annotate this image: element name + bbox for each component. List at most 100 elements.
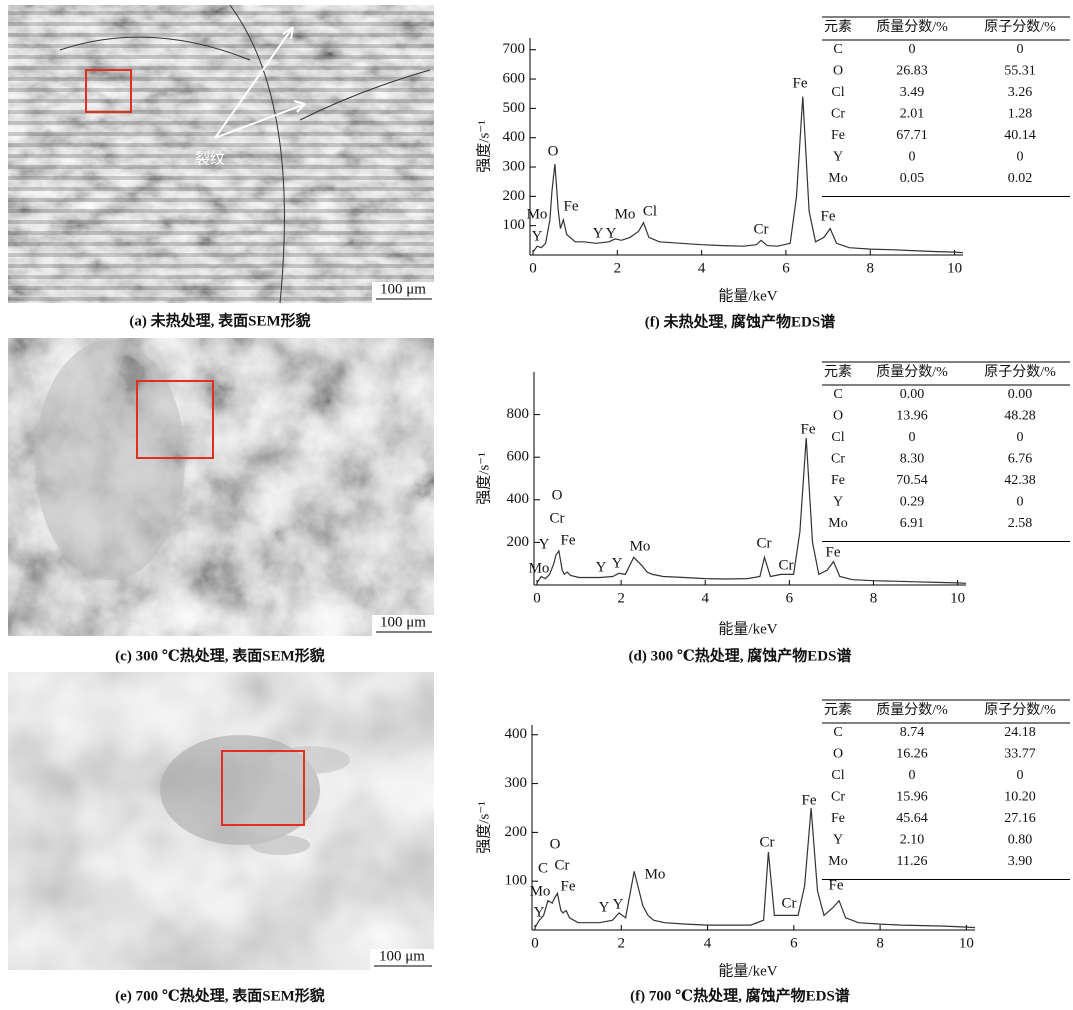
table-cell: Y [833, 150, 843, 165]
figure: 裂纹 100 μm (a) 未热处理, 表面SEM形貌 100 μm (c) 3… [0, 0, 1073, 1010]
table-header: 元素 [824, 364, 852, 380]
y-tick-label: 400 [507, 491, 530, 507]
y-tick-label: 500 [503, 100, 526, 116]
table-cell: 70.54 [896, 473, 928, 488]
sem-image: 100 μm (e) 700 ℃热处理, 表面SEM形貌 [8, 672, 434, 1004]
y-tick-label: 600 [503, 70, 526, 86]
scale-bar: 100 μm [380, 614, 426, 630]
table-cell: 3.49 [900, 85, 925, 100]
peak-label: Cl [643, 203, 657, 219]
caption: (f) 未热处理, 腐蚀产物EDS谱 [645, 312, 835, 330]
peak-label: O [548, 143, 559, 159]
peak-label: Y [613, 896, 624, 912]
table-cell: O [833, 409, 843, 424]
peak-label: O [550, 836, 561, 852]
table-cell: 0 [909, 768, 916, 783]
table-cell: C [833, 42, 842, 57]
peak-label: Y [534, 904, 545, 920]
peak-label: Cr [754, 221, 769, 237]
sem-image: 100 μm (c) 300 ℃热处理, 表面SEM形貌 [8, 338, 434, 664]
table-cell: 13.96 [896, 409, 928, 424]
table-cell: 0.05 [900, 171, 925, 186]
x-axis-label: 能量/keV [718, 962, 777, 979]
table-cell: 0 [909, 430, 916, 445]
peak-label: Fe [561, 878, 576, 894]
peak-label: Cr [779, 557, 794, 573]
y-axis-label: 强度/s⁻¹ [475, 801, 492, 853]
table-cell: 0.00 [900, 387, 925, 402]
x-tick-label: 6 [782, 260, 790, 276]
peak-label: Mo [530, 883, 551, 899]
x-tick-label: 6 [786, 590, 794, 606]
table-cell: O [833, 64, 843, 79]
table-cell: 33.77 [1004, 747, 1036, 762]
table-cell: 0 [1017, 150, 1024, 165]
x-tick-label: 10 [959, 935, 974, 951]
peak-label: Cr [757, 535, 772, 551]
table-cell: 2.58 [1008, 516, 1033, 531]
y-tick-label: 200 [505, 824, 528, 840]
table-cell: 27.16 [1004, 811, 1036, 826]
table-cell: 3.26 [1008, 85, 1033, 100]
x-axis-label: 能量/keV [718, 287, 777, 304]
sem-image: 裂纹 100 μm (a) 未热处理, 表面SEM形貌 [8, 5, 434, 329]
peak-label: Mo [645, 866, 666, 882]
table-cell: O [833, 747, 843, 762]
x-tick-label: 4 [698, 260, 706, 276]
peak-label: O [552, 487, 563, 503]
table-header: 原子分数/% [984, 19, 1056, 35]
table-cell: Cl [831, 430, 844, 445]
table-cell: Fe [831, 128, 845, 143]
table-header: 元素 [824, 19, 852, 35]
y-tick-label: 200 [507, 534, 530, 550]
y-tick-label: 100 [505, 873, 528, 889]
peak-label: Mo [529, 560, 550, 576]
x-tick-label: 8 [876, 935, 884, 951]
x-tick-label: 6 [790, 935, 798, 951]
peak-label: Cr [550, 510, 565, 526]
table-cell: 26.83 [896, 64, 928, 79]
peak-label: Fe [564, 198, 579, 214]
peak-label: Fe [561, 532, 576, 548]
peak-label: Fe [821, 208, 836, 224]
peak-label: Y [606, 225, 617, 241]
x-tick-label: 4 [704, 935, 712, 951]
table-cell: Fe [831, 473, 845, 488]
annotation: 裂纹 [195, 150, 225, 167]
table-cell: Cr [831, 452, 845, 467]
peak-label: Y [539, 536, 550, 552]
table-cell: 0 [1017, 430, 1024, 445]
peak-label: Mo [615, 206, 636, 222]
x-tick-label: 0 [533, 590, 541, 606]
caption: (c) 300 ℃热处理, 表面SEM形貌 [115, 646, 325, 664]
scale-bar: 100 μm [379, 948, 425, 964]
y-tick-label: 800 [507, 406, 530, 422]
x-tick-label: 10 [950, 590, 965, 606]
peak-label: Fe [793, 75, 808, 91]
table-cell: 3.90 [1008, 854, 1033, 869]
table-header: 质量分数/% [876, 364, 948, 380]
table-cell: 0 [1017, 42, 1024, 57]
table-cell: 1.28 [1008, 107, 1033, 122]
table-cell: C [833, 725, 842, 740]
table-cell: 8.74 [900, 725, 925, 740]
y-tick-label: 400 [503, 129, 526, 145]
table-header: 质量分数/% [876, 19, 948, 35]
peak-label: Y [612, 555, 623, 571]
peak-label: Y [593, 225, 604, 241]
peak-label: Cr [555, 857, 570, 873]
table-cell: 6.76 [1008, 452, 1033, 467]
table-cell: 0.02 [1008, 171, 1033, 186]
peak-label: Y [596, 559, 607, 575]
peak-label: Fe [802, 792, 817, 808]
table-cell: Cr [831, 790, 845, 805]
caption: (a) 未热处理, 表面SEM形貌 [129, 311, 310, 329]
table-cell: 16.26 [896, 747, 928, 762]
table-cell: 45.64 [896, 811, 928, 826]
table-cell: Mo [828, 854, 847, 869]
table-cell: 24.18 [1004, 725, 1036, 740]
table-cell: Y [833, 495, 843, 510]
table-cell: Fe [831, 811, 845, 826]
table-cell: 42.38 [1004, 473, 1036, 488]
x-tick-label: 2 [617, 590, 625, 606]
